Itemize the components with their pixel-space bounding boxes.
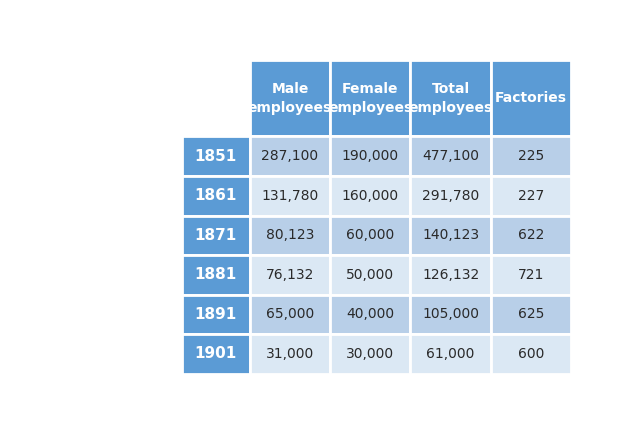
Text: 190,000: 190,000 [342, 149, 399, 163]
Text: 50,000: 50,000 [346, 268, 394, 282]
FancyBboxPatch shape [491, 136, 571, 176]
FancyBboxPatch shape [410, 136, 491, 176]
Text: 1851: 1851 [195, 149, 237, 164]
Text: 105,000: 105,000 [422, 307, 479, 321]
Text: 1901: 1901 [195, 346, 237, 362]
Text: 131,780: 131,780 [261, 189, 319, 203]
Text: 126,132: 126,132 [422, 268, 479, 282]
Text: 227: 227 [518, 189, 544, 203]
FancyBboxPatch shape [250, 136, 330, 176]
FancyBboxPatch shape [491, 60, 571, 136]
Text: 721: 721 [518, 268, 544, 282]
Text: 65,000: 65,000 [266, 307, 314, 321]
Text: 1881: 1881 [195, 267, 237, 282]
Text: 80,123: 80,123 [266, 228, 314, 242]
Text: 30,000: 30,000 [346, 347, 394, 361]
Text: Factories: Factories [495, 91, 567, 105]
FancyBboxPatch shape [330, 60, 410, 136]
Text: 291,780: 291,780 [422, 189, 479, 203]
Text: 225: 225 [518, 149, 544, 163]
Text: 60,000: 60,000 [346, 228, 394, 242]
FancyBboxPatch shape [491, 176, 571, 216]
FancyBboxPatch shape [491, 216, 571, 255]
FancyBboxPatch shape [182, 216, 250, 255]
Text: 1861: 1861 [195, 188, 237, 203]
FancyBboxPatch shape [410, 176, 491, 216]
Text: 140,123: 140,123 [422, 228, 479, 242]
FancyBboxPatch shape [330, 136, 410, 176]
FancyBboxPatch shape [491, 295, 571, 334]
FancyBboxPatch shape [330, 176, 410, 216]
Text: 76,132: 76,132 [266, 268, 314, 282]
FancyBboxPatch shape [250, 295, 330, 334]
Text: 31,000: 31,000 [266, 347, 314, 361]
Text: 40,000: 40,000 [346, 307, 394, 321]
FancyBboxPatch shape [250, 176, 330, 216]
FancyBboxPatch shape [330, 295, 410, 334]
Text: 160,000: 160,000 [342, 189, 399, 203]
FancyBboxPatch shape [330, 216, 410, 255]
Text: 61,000: 61,000 [426, 347, 475, 361]
FancyBboxPatch shape [330, 255, 410, 295]
FancyBboxPatch shape [182, 255, 250, 295]
FancyBboxPatch shape [410, 295, 491, 334]
Text: 287,100: 287,100 [261, 149, 319, 163]
Text: 600: 600 [518, 347, 544, 361]
FancyBboxPatch shape [250, 334, 330, 374]
FancyBboxPatch shape [250, 60, 330, 136]
Text: 622: 622 [518, 228, 544, 242]
Text: 1891: 1891 [195, 307, 237, 322]
FancyBboxPatch shape [330, 334, 410, 374]
FancyBboxPatch shape [491, 255, 571, 295]
FancyBboxPatch shape [491, 334, 571, 374]
FancyBboxPatch shape [250, 255, 330, 295]
FancyBboxPatch shape [250, 216, 330, 255]
FancyBboxPatch shape [410, 334, 491, 374]
Text: Female
employees: Female employees [328, 82, 412, 115]
FancyBboxPatch shape [410, 216, 491, 255]
FancyBboxPatch shape [182, 334, 250, 374]
FancyBboxPatch shape [410, 255, 491, 295]
Text: 477,100: 477,100 [422, 149, 479, 163]
Text: Male
employees: Male employees [248, 82, 332, 115]
FancyBboxPatch shape [182, 60, 250, 136]
FancyBboxPatch shape [182, 136, 250, 176]
Text: 1871: 1871 [195, 228, 237, 243]
Text: Total
employees: Total employees [408, 82, 493, 115]
FancyBboxPatch shape [182, 295, 250, 334]
FancyBboxPatch shape [182, 176, 250, 216]
Text: 625: 625 [518, 307, 544, 321]
FancyBboxPatch shape [410, 60, 491, 136]
